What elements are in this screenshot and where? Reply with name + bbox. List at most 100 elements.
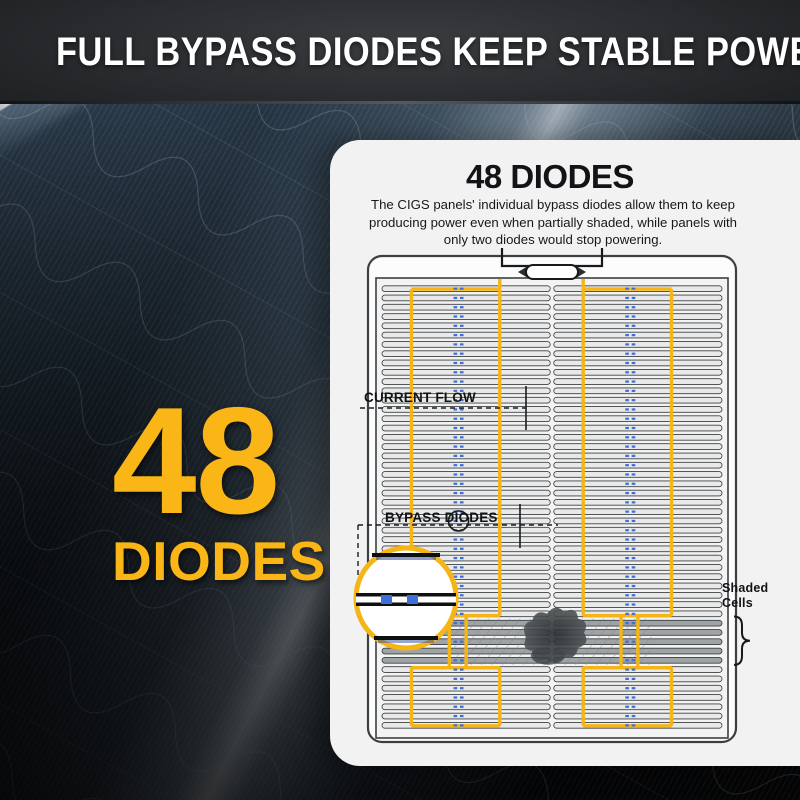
diode-marker <box>625 622 629 625</box>
cell-row <box>381 359 551 367</box>
diode-marker <box>453 426 458 430</box>
diode-marker <box>459 584 464 588</box>
cell-row <box>381 452 551 460</box>
diode-marker <box>625 417 629 420</box>
cell-row <box>553 712 723 720</box>
diode-marker <box>631 343 636 346</box>
cell-row <box>553 564 723 571</box>
cell-row <box>553 471 723 478</box>
cell-row <box>381 694 551 701</box>
diode-marker <box>453 417 458 420</box>
card-description: The CIGS panels' individual bypass diode… <box>368 197 737 247</box>
diode-marker <box>453 343 458 346</box>
diode-marker <box>631 445 636 448</box>
diode-marker <box>453 352 458 355</box>
cell-row <box>553 489 723 497</box>
diode-marker <box>453 371 458 374</box>
diode-marker <box>453 287 458 290</box>
diode-marker <box>453 696 458 699</box>
cigs-panel-diagram <box>366 248 751 744</box>
diode-marker <box>453 454 458 457</box>
annotation-bypass-diodes: BYPASS DIODES <box>385 510 498 525</box>
diode-marker <box>453 473 458 476</box>
diode-marker <box>625 547 629 550</box>
diode-marker <box>459 677 464 680</box>
diode-marker <box>459 603 464 606</box>
hero-label: DIODES <box>112 529 326 592</box>
cell-row <box>553 313 723 320</box>
diode-marker <box>459 464 464 467</box>
diode-marker <box>459 519 464 523</box>
diode-marker <box>459 399 464 402</box>
cell-row <box>381 517 551 525</box>
cell-row <box>381 303 551 311</box>
diode-marker <box>453 566 458 569</box>
diode-marker <box>459 622 464 625</box>
diode-marker <box>459 501 464 504</box>
page-title: FULL BYPASS DIODES KEEP STABLE POWER <box>56 30 800 74</box>
header-band: FULL BYPASS DIODES KEEP STABLE POWER <box>0 0 800 104</box>
diode-marker <box>453 408 458 411</box>
diode-marker <box>631 668 636 671</box>
diode-marker <box>625 380 629 383</box>
cell-row <box>381 331 551 339</box>
debris-shadow <box>531 646 565 665</box>
cell-row <box>553 508 723 515</box>
diode-marker <box>453 501 458 504</box>
cell-row <box>381 675 551 683</box>
cell-row <box>381 434 551 441</box>
diode-marker <box>625 343 629 346</box>
diode-marker <box>625 696 629 699</box>
diode-marker <box>459 287 464 290</box>
diode-marker <box>453 677 458 680</box>
bypass-diode-highlight-circle <box>447 510 470 532</box>
diode-marker <box>453 399 458 402</box>
diode-marker <box>459 612 464 615</box>
diode-marker <box>459 566 464 569</box>
hero-number: 48 <box>112 376 280 546</box>
cell-row <box>381 396 551 404</box>
junction-box <box>500 248 604 280</box>
diode-marker <box>453 306 458 309</box>
diode-marker <box>631 389 636 392</box>
diode-marker <box>625 687 629 690</box>
diode-marker <box>459 668 464 671</box>
diode-marker <box>631 361 636 365</box>
diode-marker <box>625 612 629 615</box>
diode-marker <box>631 529 636 532</box>
hero-stat: 48 DIODES <box>112 376 326 592</box>
diode-marker <box>631 584 636 588</box>
cell-row <box>381 684 551 692</box>
cell-row <box>553 499 723 506</box>
diode-marker <box>453 714 458 718</box>
cell-row <box>553 322 723 330</box>
diode-marker <box>459 436 464 439</box>
diode-marker <box>453 724 458 727</box>
diode-marker <box>453 361 458 365</box>
cell-row <box>553 434 723 441</box>
diode-marker <box>459 371 464 374</box>
cell-row <box>553 341 723 348</box>
cell-row <box>553 684 723 692</box>
diode-marker <box>625 491 629 495</box>
diode-marker <box>625 594 629 597</box>
diode-marker <box>459 594 464 597</box>
diode-marker <box>631 399 636 402</box>
cell-row <box>381 461 551 469</box>
diode-marker <box>453 334 458 337</box>
diode-marker <box>625 334 629 337</box>
diode-magnifier-callout <box>353 545 459 651</box>
diode-marker <box>631 575 636 578</box>
diode-marker <box>459 417 464 420</box>
diode-marker <box>625 584 629 588</box>
diode-marker <box>631 426 636 430</box>
junction-box-body <box>525 264 579 280</box>
cell-row <box>553 359 723 367</box>
diode-marker <box>453 445 458 448</box>
cell-row <box>553 694 723 701</box>
diode-marker <box>625 501 629 504</box>
cell-row <box>553 396 723 404</box>
diode-marker <box>631 408 636 411</box>
diode-marker <box>453 296 458 300</box>
diode-marker <box>459 296 464 300</box>
